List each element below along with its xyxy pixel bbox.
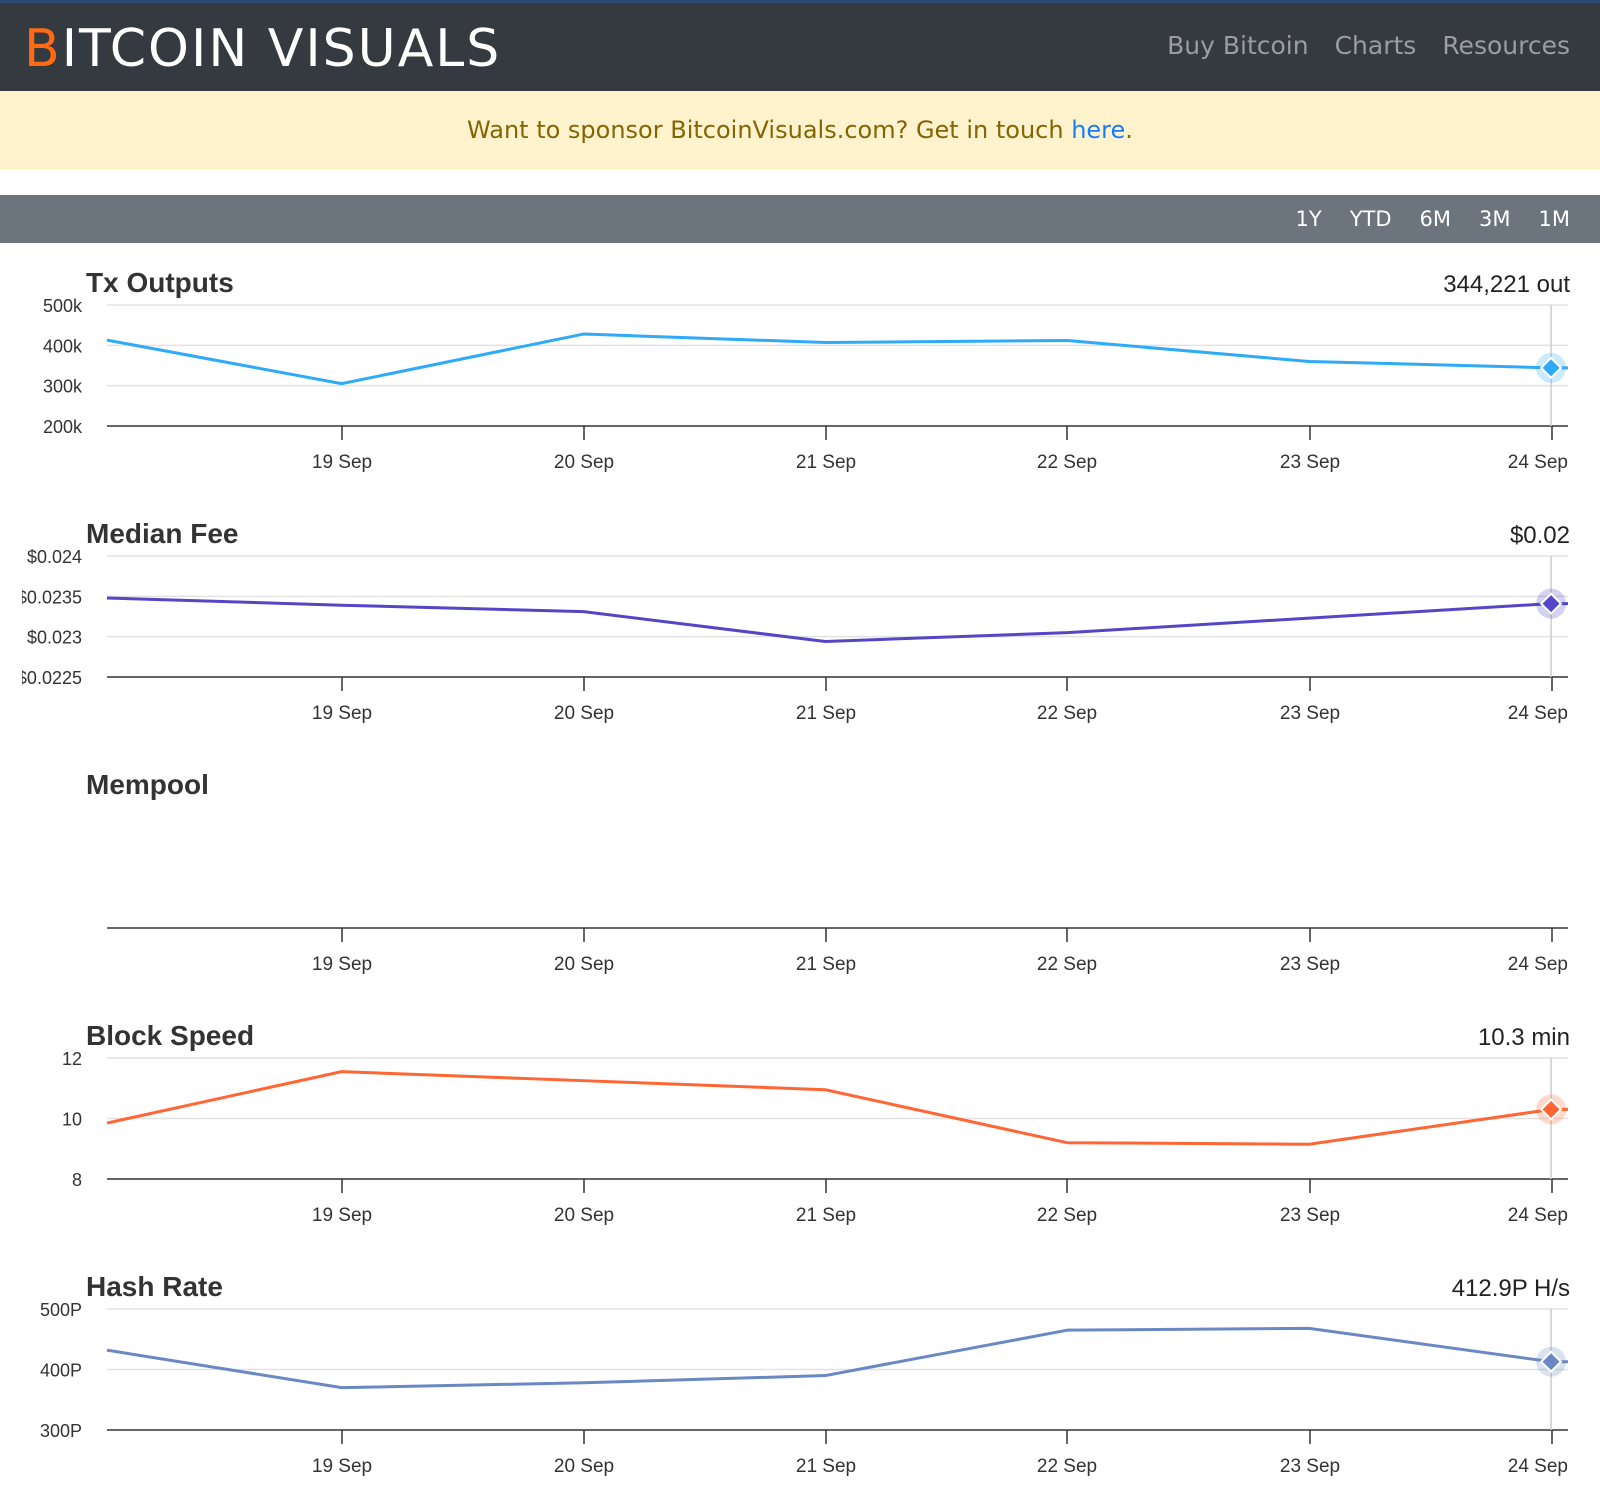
chart-current-value: 10.3 min (1478, 1024, 1570, 1051)
highlight-marker (1539, 592, 1563, 615)
y-tick-label: 200k (43, 417, 83, 437)
nav-buy-bitcoin[interactable]: Buy Bitcoin (1167, 31, 1309, 60)
y-tick-label: $0.0235 (17, 587, 82, 607)
series-line (106, 1326, 1568, 1390)
x-tick-label: 19 Sep (312, 703, 372, 724)
chart-median-fee: Median Fee $0.02 $0.024 $0.0235 $0.023 $0.022… (17, 518, 1570, 724)
sponsor-banner: Want to sponsor BitcoinVisuals.com? Get … (0, 91, 1600, 169)
x-tick-label: 20 Sep (554, 1205, 614, 1226)
range-1y[interactable]: 1Y (1295, 207, 1322, 231)
x-tick-label: 20 Sep (554, 1456, 614, 1477)
y-tick-label: $0.0225 (17, 668, 82, 688)
x-tick-label: 19 Sep (312, 954, 372, 975)
chart-title: Tx Outputs (86, 267, 234, 298)
x-tick-label: 21 Sep (796, 1205, 856, 1226)
y-tick-label: 500P (40, 1300, 82, 1320)
nav-resources[interactable]: Resources (1442, 31, 1570, 60)
main-nav: Buy Bitcoin Charts Resources (1167, 31, 1570, 60)
range-ytd[interactable]: YTD (1349, 207, 1392, 231)
x-tick-label: 24 Sep (1508, 703, 1568, 724)
series-line (106, 1070, 1568, 1146)
x-tick-label: 22 Sep (1037, 1205, 1097, 1226)
x-tick-label: 22 Sep (1037, 703, 1097, 724)
range-selector: 1Y YTD 6M 3M 1M (0, 195, 1600, 243)
x-tick-label: 19 Sep (312, 1205, 372, 1226)
x-tick-label: 23 Sep (1280, 1456, 1340, 1477)
y-tick-label: $0.023 (27, 628, 82, 648)
x-tick-label: 24 Sep (1508, 954, 1568, 975)
banner-text: Want to sponsor BitcoinVisuals.com? Get … (467, 116, 1072, 144)
y-tick-label: 300k (43, 377, 83, 397)
chart-title: Mempool (86, 769, 209, 800)
highlight-marker (1539, 1098, 1563, 1121)
chart-title: Hash Rate (86, 1271, 223, 1302)
chart-mempool: Mempool 19 Sep 20 Sep 21 Sep 22 Sep 23 Sep 24 … (86, 769, 1568, 975)
x-tick-label: 19 Sep (312, 1456, 372, 1477)
x-tick-label: 20 Sep (554, 452, 614, 473)
x-tick-label: 24 Sep (1508, 1205, 1568, 1226)
x-tick-label: 22 Sep (1037, 1456, 1097, 1477)
x-tick-label: 22 Sep (1037, 452, 1097, 473)
y-tick-label: 300P (40, 1421, 82, 1441)
x-tick-label: 21 Sep (796, 954, 856, 975)
y-tick-label: 10 (62, 1110, 82, 1130)
chart-title: Median Fee (86, 518, 238, 549)
series-line (106, 596, 1568, 644)
logo-text: ITCOIN VISUALS (61, 19, 502, 79)
chart-block-speed: Block Speed 10.3 min 12 10 8 19 Sep 20 Sep 21 S… (62, 1020, 1570, 1226)
y-tick-label: 500k (43, 296, 83, 316)
series-line (106, 332, 1568, 386)
chart-current-value: 344,221 out (1443, 271, 1570, 298)
x-tick-label: 23 Sep (1280, 452, 1340, 473)
range-3m[interactable]: 3M (1479, 207, 1511, 231)
x-tick-label: 23 Sep (1280, 1205, 1340, 1226)
x-tick-label: 19 Sep (312, 452, 372, 473)
x-tick-label: 23 Sep (1280, 703, 1340, 724)
x-tick-label: 23 Sep (1280, 954, 1340, 975)
highlight-marker (1539, 356, 1563, 380)
y-tick-label: 400P (40, 1361, 82, 1381)
x-tick-label: 24 Sep (1508, 452, 1568, 473)
range-6m[interactable]: 6M (1419, 207, 1452, 231)
y-tick-label: 400k (43, 336, 83, 356)
logo-b: B (24, 19, 62, 79)
x-tick-label: 20 Sep (554, 703, 614, 724)
x-tick-label: 21 Sep (796, 452, 856, 473)
chart-title: Block Speed (86, 1020, 254, 1051)
x-tick-label: 22 Sep (1037, 954, 1097, 975)
y-tick-label: 8 (72, 1170, 82, 1190)
y-tick-label: 12 (62, 1049, 82, 1069)
x-tick-label: 20 Sep (554, 954, 614, 975)
highlight-marker (1539, 1350, 1563, 1374)
site-header: BITCOIN VISUALS Buy Bitcoin Charts Resou… (0, 3, 1600, 91)
top-accent-line (0, 0, 1600, 3)
banner-suffix: . (1125, 116, 1133, 144)
site-logo[interactable]: BITCOIN VISUALS (24, 19, 501, 79)
x-tick-label: 24 Sep (1508, 1456, 1568, 1477)
x-tick-label: 21 Sep (796, 703, 856, 724)
chart-current-value: $0.02 (1510, 522, 1570, 549)
x-tick-label: 21 Sep (796, 1456, 856, 1477)
y-tick-label: $0.024 (27, 547, 82, 567)
banner-link[interactable]: here (1071, 116, 1126, 144)
chart-tx-outputs: Tx Outputs 344,221 out 500k 400k 300k 200k 19 … (43, 267, 1570, 473)
range-1m[interactable]: 1M (1538, 207, 1570, 231)
nav-charts[interactable]: Charts (1334, 31, 1417, 60)
chart-hash-rate: Hash Rate 412.9P H/s 500P 400P 300P 19 Sep 20 … (40, 1271, 1570, 1477)
chart-current-value: 412.9P H/s (1452, 1275, 1570, 1302)
